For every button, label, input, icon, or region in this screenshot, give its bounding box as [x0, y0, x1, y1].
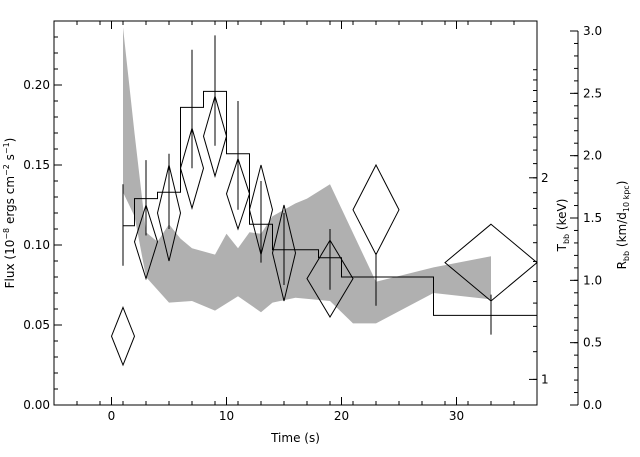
- radius-tick-label: 1.0: [583, 273, 602, 287]
- x-tick-label: 30: [449, 409, 464, 423]
- temperature-diamond: [352, 163, 400, 256]
- temperature-diamond: [133, 203, 159, 281]
- temperature-tick-label: 2: [541, 171, 549, 185]
- tick-labels: 0 10 20 30 0.00 0.05 0.10 0.15 0.20 1 2 0.0 0.5 1.0 1.…: [23, 24, 602, 423]
- temperature-diamond: [271, 204, 297, 302]
- temperature-diamond: [444, 223, 538, 302]
- radius-tick-label: 0.0: [583, 398, 602, 412]
- radius-band: [123, 27, 491, 324]
- temperature-diamonds: [110, 94, 538, 367]
- x-tick-label: 20: [334, 409, 349, 423]
- y-tick-label: 0.20: [23, 78, 50, 92]
- temperature-diamond: [306, 239, 354, 318]
- temperature-diamond: [202, 94, 228, 179]
- radius-tick-label: 2.0: [583, 149, 602, 163]
- y-tick-label: 0.00: [23, 398, 50, 412]
- radius-tick-label: 0.5: [583, 336, 602, 350]
- flux-axis-label: Flux (10−8 ergs cm−2 s−1): [2, 138, 17, 289]
- temperature-tick-label: 1: [541, 372, 549, 386]
- radius-axis-label: Rbb (km/d10 kpc): [615, 181, 631, 270]
- temperature-axis-label: Tbb (keV): [555, 199, 571, 253]
- y-tick-label: 0.05: [23, 318, 50, 332]
- x-axis-label: Time (s): [270, 431, 320, 445]
- y-tick-label: 0.15: [23, 158, 50, 172]
- temperature-diamond: [110, 306, 136, 367]
- temperature-diamond: [225, 156, 251, 231]
- radius-tick-label: 2.5: [583, 86, 602, 100]
- radius-tick-label: 3.0: [583, 24, 602, 38]
- temperature-diamond: [248, 164, 274, 255]
- axis-ticks: [53, 20, 579, 406]
- y-tick-label: 0.10: [23, 238, 50, 252]
- x-tick-label: 0: [108, 409, 116, 423]
- radius-band-polygon: [123, 27, 491, 324]
- x-tick-label: 10: [219, 409, 234, 423]
- temperature-diamond: [156, 164, 182, 262]
- radius-tick-label: 1.5: [583, 211, 602, 225]
- temperature-diamond: [179, 126, 205, 211]
